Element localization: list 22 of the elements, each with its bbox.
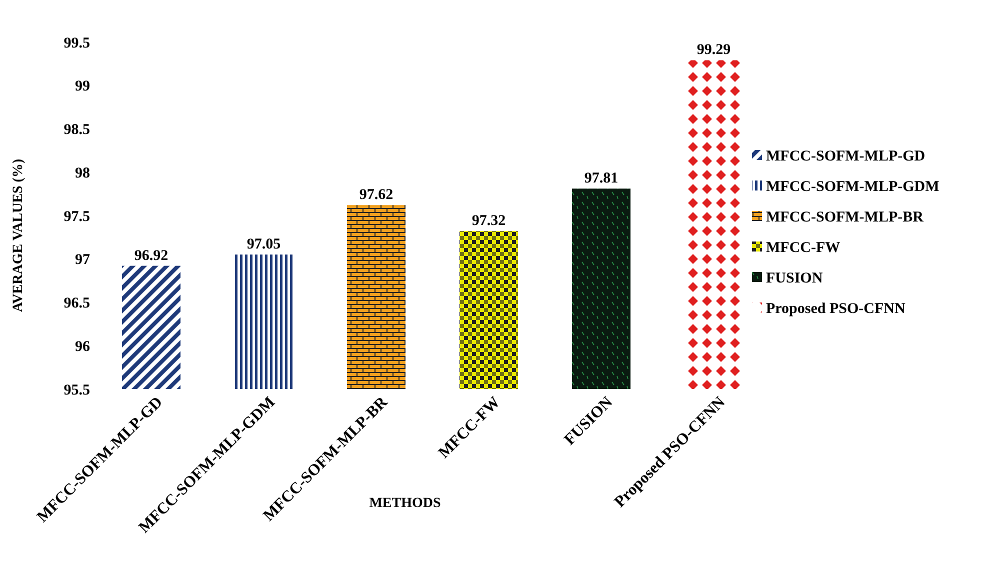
legend-label: MFCC-FW (766, 240, 840, 256)
legend-label: Proposed PSO-CFNN (766, 300, 906, 317)
data-label: 97.81 (584, 170, 618, 187)
data-label: 97.62 (359, 187, 394, 204)
y-tick-label: 97.5 (64, 208, 90, 225)
y-tick-label: 99 (75, 78, 90, 95)
y-tick-label: 95.5 (64, 382, 90, 398)
y-tick-label: 96.5 (64, 296, 90, 312)
legend-label: MFCC-SOFM-MLP-GDM (766, 178, 940, 195)
legend-label: FUSION (766, 270, 823, 286)
legend-label: MFCC-SOFM-MLP-GD (766, 148, 926, 164)
data-label: 97.32 (472, 213, 506, 230)
data-label: 96.92 (134, 248, 168, 264)
y-tick-label: 98 (75, 165, 90, 182)
y-tick-label: 99.5 (64, 35, 90, 52)
y-tick-label: 96 (75, 338, 90, 355)
y-tick-label: 98.5 (64, 122, 90, 138)
legend-label: MFCC-SOFM-MLP-BR (766, 209, 924, 226)
data-label: 99.29 (696, 42, 731, 58)
data-label: 97.05 (246, 236, 281, 253)
y-axis-title: AVERAGE VALUES (%) (11, 158, 26, 312)
y-tick-label: 97 (75, 252, 90, 268)
